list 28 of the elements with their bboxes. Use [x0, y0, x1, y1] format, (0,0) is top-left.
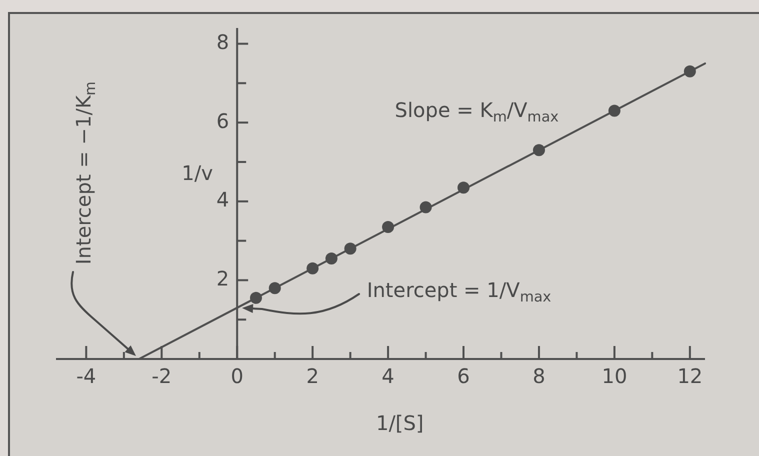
- x-tick-label: 6: [457, 364, 470, 388]
- y-tick-label: 2: [216, 266, 230, 290]
- point: [344, 242, 356, 255]
- point: [382, 220, 394, 233]
- x-tick-label: 12: [677, 364, 703, 388]
- point: [684, 65, 696, 78]
- x-tick-label: 10: [602, 364, 628, 388]
- point: [268, 282, 281, 294]
- y-axis-title: 1/v: [182, 160, 213, 185]
- y-tick-label: 6: [216, 108, 230, 133]
- annotation: Intercept = 1/V$_{max}$: [366, 278, 552, 306]
- point: [306, 262, 319, 274]
- x-tick-label: -2: [152, 364, 172, 388]
- x-tick-label: 2: [306, 364, 319, 388]
- x-tick-label: 8: [532, 364, 546, 388]
- x-axis-title: 1/[S]: [376, 411, 424, 435]
- x-tick-label: 4: [382, 364, 394, 388]
- y-tick-label: 4: [216, 188, 230, 212]
- point: [420, 201, 432, 214]
- point: [532, 144, 545, 156]
- x-tick-label: -4: [76, 364, 96, 388]
- point: [250, 292, 262, 304]
- point: [608, 104, 620, 117]
- point: [325, 252, 338, 265]
- annotation: Slope = K$_{m}$/V$_{max}$: [394, 98, 559, 126]
- point: [458, 182, 470, 194]
- x-tick-label: 0: [230, 364, 244, 388]
- y-tick-label: 8: [216, 30, 230, 54]
